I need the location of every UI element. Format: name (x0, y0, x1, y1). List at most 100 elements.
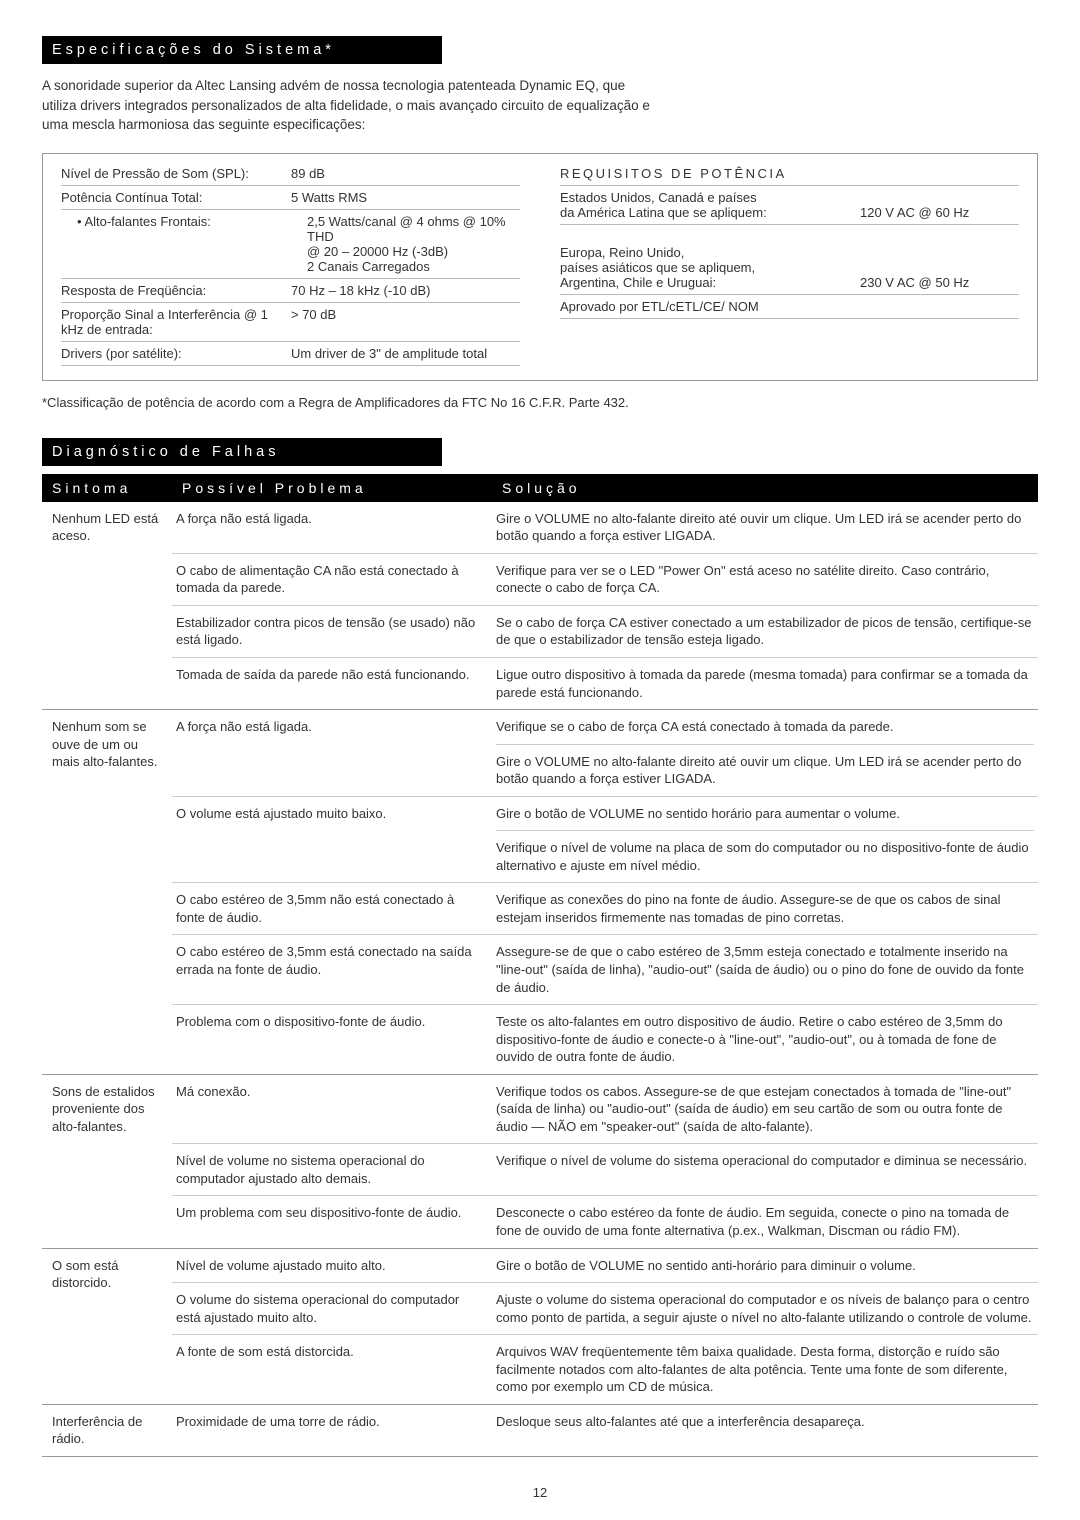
spec-label: Proporção Sinal a Interferência @ 1 kHz … (61, 307, 291, 337)
diag-group: Sons de estalidos proveniente dos alto-f… (42, 1075, 1038, 1249)
diag-solution-text: Gire o VOLUME no alto-falante direito at… (496, 510, 1034, 545)
spec-label: Nível de Pressão de Som (SPL): (61, 166, 291, 181)
diag-solution-text: Gire o VOLUME no alto-falante direito at… (496, 744, 1034, 788)
power-label: Europa, Reino Unido,países asiáticos que… (560, 245, 860, 290)
diag-solution-text: Se o cabo de força CA estiver conectado … (496, 614, 1034, 649)
diag-group: Nenhum som se ouve de um ou mais alto-fa… (42, 710, 1038, 1075)
diag-solution-text: Arquivos WAV freqüentemente têm baixa qu… (496, 1343, 1034, 1396)
header-symptom: Sintoma (42, 474, 172, 502)
spec-value: 5 Watts RMS (291, 190, 520, 205)
diag-problem: O cabo estéreo de 3,5mm está conectado n… (172, 935, 492, 1004)
spec-value: 2,5 Watts/canal @ 4 ohms @ 10% THD@ 20 –… (307, 214, 520, 274)
diag-row: Problema com o dispositivo-fonte de áudi… (172, 1005, 1038, 1074)
diag-solution-text: Assegure-se de que o cabo estéreo de 3,5… (496, 943, 1034, 996)
diag-table-header: Sintoma Possível Problema Solução (42, 474, 1038, 502)
diag-problem: Nível de volume ajustado muito alto. (172, 1249, 492, 1283)
spec-row: • Alto-falantes Frontais:2,5 Watts/canal… (61, 210, 520, 278)
diag-group: O som está distorcido.Nível de volume aj… (42, 1249, 1038, 1405)
power-row: Estados Unidos, Canadá e paísesda Améric… (560, 186, 1019, 225)
diag-solution: Ligue outro dispositivo à tomada da pare… (492, 658, 1038, 709)
diag-row: Proximidade de uma torre de rádio.Desloq… (172, 1405, 1038, 1439)
diag-solution-text: Verifique para ver se o LED "Power On" e… (496, 562, 1034, 597)
diag-rows: Proximidade de uma torre de rádio.Desloq… (172, 1405, 1038, 1456)
diag-solution: Verifique as conexões do pino na fonte d… (492, 883, 1038, 934)
spec-section-title: Especificações do Sistema* (42, 36, 442, 64)
diag-symptom: Nenhum LED está aceso. (42, 502, 172, 709)
diag-solution: Ajuste o volume do sistema operacional d… (492, 1283, 1038, 1334)
diag-problem: O cabo de alimentação CA não está conect… (172, 554, 492, 605)
diag-row: O cabo estéreo de 3,5mm não está conecta… (172, 883, 1038, 935)
spec-row: Potência Contínua Total:5 Watts RMS (61, 186, 520, 210)
spec-col-left: Nível de Pressão de Som (SPL):89 dBPotên… (61, 162, 520, 366)
diag-row: Tomada de saída da parede não está funci… (172, 658, 1038, 709)
diag-problem: O volume está ajustado muito baixo. (172, 797, 492, 883)
diag-symptom: Nenhum som se ouve de um ou mais alto-fa… (42, 710, 172, 1074)
power-label: Aprovado por ETL/cETL/CE/ NOM (560, 299, 1019, 314)
diag-symptom: Interferência de rádio. (42, 1405, 172, 1456)
diag-symptom: Sons de estalidos proveniente dos alto-f… (42, 1075, 172, 1248)
diag-problem: O volume do sistema operacional do compu… (172, 1283, 492, 1334)
diag-solution-text: Teste os alto-falantes em outro disposit… (496, 1013, 1034, 1066)
spec-col-right: REQUISITOS DE POTÊNCIA Estados Unidos, C… (560, 162, 1019, 366)
spec-value: 89 dB (291, 166, 520, 181)
diag-row: Nível de volume no sistema operacional d… (172, 1144, 1038, 1196)
diag-row: A força não está ligada.Verifique se o c… (172, 710, 1038, 797)
diag-table-body: Nenhum LED está aceso.A força não está l… (42, 502, 1038, 1457)
diag-rows: Má conexão.Verifique todos os cabos. Ass… (172, 1075, 1038, 1248)
diag-solution: Arquivos WAV freqüentemente têm baixa qu… (492, 1335, 1038, 1404)
diag-row: Nível de volume ajustado muito alto.Gire… (172, 1249, 1038, 1284)
diag-row: O volume está ajustado muito baixo.Gire … (172, 797, 1038, 884)
diag-row: A força não está ligada.Gire o VOLUME no… (172, 502, 1038, 554)
diag-row: O volume do sistema operacional do compu… (172, 1283, 1038, 1335)
diag-solution-text: Gire o botão de VOLUME no sentido anti-h… (496, 1257, 1034, 1275)
diag-row: Estabilizador contra picos de tensão (se… (172, 606, 1038, 658)
diag-problem: Nível de volume no sistema operacional d… (172, 1144, 492, 1195)
spec-value: Um driver de 3" de amplitude total (291, 346, 520, 361)
diag-group: Interferência de rádio.Proximidade de um… (42, 1405, 1038, 1457)
spec-label: Potência Contínua Total: (61, 190, 291, 205)
diag-symptom: O som está distorcido. (42, 1249, 172, 1404)
spec-intro: A sonoridade superior da Altec Lansing a… (42, 76, 662, 135)
diag-section-title: Diagnóstico de Falhas (42, 438, 442, 466)
power-value: 120 V AC @ 60 Hz (860, 190, 1019, 220)
diag-solution: Se o cabo de força CA estiver conectado … (492, 606, 1038, 657)
diag-solution-text: Desconecte o cabo estéreo da fonte de áu… (496, 1204, 1034, 1239)
diag-solution-text: Verifique as conexões do pino na fonte d… (496, 891, 1034, 926)
diag-solution: Verifique para ver se o LED "Power On" e… (492, 554, 1038, 605)
diag-solution: Desloque seus alto-falantes até que a in… (492, 1405, 1038, 1439)
spec-label: • Alto-falantes Frontais: (61, 214, 307, 274)
spec-label: Resposta de Freqüência: (61, 283, 291, 298)
diag-solution-text: Verifique se o cabo de força CA está con… (496, 718, 1034, 736)
spec-value: > 70 dB (291, 307, 520, 337)
diag-solution: Desconecte o cabo estéreo da fonte de áu… (492, 1196, 1038, 1247)
diag-row: O cabo de alimentação CA não está conect… (172, 554, 1038, 606)
diag-solution-text: Ajuste o volume do sistema operacional d… (496, 1291, 1034, 1326)
diag-solution: Verifique o nível de volume do sistema o… (492, 1144, 1038, 1195)
spec-footnote: *Classificação de potência de acordo com… (42, 395, 1038, 410)
spec-row: Nível de Pressão de Som (SPL):89 dB (61, 162, 520, 186)
diag-solution: Gire o botão de VOLUME no sentido anti-h… (492, 1249, 1038, 1283)
diag-problem: A fonte de som está distorcida. (172, 1335, 492, 1404)
power-value: 230 V AC @ 50 Hz (860, 245, 1019, 290)
diag-solution: Gire o botão de VOLUME no sentido horári… (492, 797, 1038, 883)
diag-solution-text: Verifique o nível de volume do sistema o… (496, 1152, 1034, 1170)
diag-solution-text: Desloque seus alto-falantes até que a in… (496, 1413, 1034, 1431)
diag-problem: Má conexão. (172, 1075, 492, 1144)
power-title: REQUISITOS DE POTÊNCIA (560, 162, 1019, 186)
diag-solution: Verifique se o cabo de força CA está con… (492, 710, 1038, 796)
diag-solution: Verifique todos os cabos. Assegure-se de… (492, 1075, 1038, 1144)
diag-problem: Estabilizador contra picos de tensão (se… (172, 606, 492, 657)
diag-solution: Assegure-se de que o cabo estéreo de 3,5… (492, 935, 1038, 1004)
spec-row: Proporção Sinal a Interferência @ 1 kHz … (61, 303, 520, 342)
spec-value: 70 Hz – 18 kHz (-10 dB) (291, 283, 520, 298)
spec-label: Drivers (por satélite): (61, 346, 291, 361)
diag-solution-text: Gire o botão de VOLUME no sentido horári… (496, 805, 1034, 823)
page-number: 12 (42, 1485, 1038, 1500)
diag-problem: A força não está ligada. (172, 502, 492, 553)
header-problem: Possível Problema (172, 474, 492, 502)
power-row: Europa, Reino Unido,países asiáticos que… (560, 241, 1019, 295)
diag-solution-text: Ligue outro dispositivo à tomada da pare… (496, 666, 1034, 701)
diag-solution: Teste os alto-falantes em outro disposit… (492, 1005, 1038, 1074)
spec-row: Resposta de Freqüência:70 Hz – 18 kHz (-… (61, 278, 520, 303)
power-label: Estados Unidos, Canadá e paísesda Améric… (560, 190, 860, 220)
